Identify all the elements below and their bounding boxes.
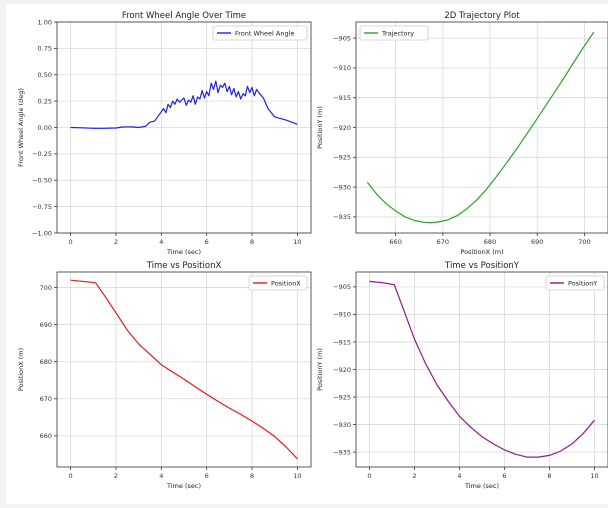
chart4-legend-label: PositionY	[568, 279, 597, 287]
chart2-y-tick-label: −915	[333, 94, 351, 102]
chart1-x-tick-label: 4	[159, 238, 163, 246]
chart3-legend-box	[248, 275, 308, 291]
chart4-time-vs-positiony: 0 2 4 6 8 10 −935 −930 −925 −920 −915 −910 −905 Time …	[316, 261, 608, 490]
chart3-legend-label: PositionX	[271, 279, 301, 287]
chart2-y-tick-label: −935	[333, 213, 351, 221]
chart3-x-tick-label: 4	[159, 472, 163, 480]
chart3-legend: PositionX	[248, 275, 308, 291]
chart2-y-tick-label: −930	[333, 183, 351, 191]
chart1-title: Front Wheel Angle Over Time	[122, 11, 246, 21]
chart1-y-tick-label: −0.50	[32, 177, 52, 185]
chart4-y-tick-label: −935	[333, 448, 351, 456]
chart4-y-tick-label: −915	[333, 338, 351, 346]
chart4-x-tick-label: 2	[412, 472, 416, 480]
chart2-x-tick-label: 660	[389, 238, 401, 246]
chart1-y-tick-label: 0.00	[38, 124, 52, 132]
chart3-axes-frame	[56, 271, 312, 468]
chart3-time-vs-positionx: 0 2 4 6 8 10 660 670 680 690 700 Time vs PositionX T…	[17, 261, 312, 490]
chart4-y-axis-label: PositionY (m)	[316, 348, 324, 391]
chart3-y-tick-label: 660	[40, 432, 52, 440]
chart2-legend-box	[359, 25, 429, 41]
chart2-x-axis-label: PositionX (m)	[460, 248, 503, 256]
chart2-y-tick-label: −905	[333, 34, 351, 42]
chart2-y-tick-label: −925	[333, 154, 351, 162]
chart3-x-tick-label: 10	[293, 472, 301, 480]
chart3-x-tick-label: 2	[114, 472, 118, 480]
chart2-y-axis-label: PositionY (m)	[316, 106, 324, 149]
chart1-x-tick-label: 0	[69, 238, 73, 246]
subplots: 0 2 4 6 8 10 −1.00 −0.75 −0.50 −0.25 0.00 0.25 0.50 0…	[17, 11, 608, 490]
chart4-y-tick-label: −905	[333, 283, 351, 291]
chart1-front-wheel-angle-over-time: 0 2 4 6 8 10 −1.00 −0.75 −0.50 −0.25 0.00 0.25 0.50 0…	[17, 11, 312, 256]
chart1-y-tick-label: 0.50	[38, 71, 52, 79]
chart1-legend: Front Wheel Angle	[212, 25, 308, 41]
chart3-y-tick-label: 670	[40, 395, 52, 403]
chart1-series-front-wheel-angle-line	[70, 80, 298, 129]
chart3-x-axis-label: Time (sec)	[166, 482, 201, 490]
chart3-x-tick-label: 6	[205, 472, 209, 480]
chart3-y-tick-label: 690	[40, 321, 52, 329]
chart1-x-axis-label: Time (sec)	[166, 248, 201, 256]
chart1-x-tick-label: 8	[250, 238, 254, 246]
chart2-title: 2D Trajectory Plot	[444, 11, 520, 21]
chart4-x-tick-label: 8	[547, 472, 551, 480]
chart2-x-tick-label: 680	[484, 238, 496, 246]
chart3-x-tick-label: 8	[250, 472, 254, 480]
chart1-y-tick-label: −1.00	[32, 229, 52, 237]
chart2-x-tick-label: 700	[578, 238, 590, 246]
chart1-x-tick-label: 6	[205, 238, 209, 246]
chart4-x-tick-label: 0	[367, 472, 371, 480]
chart3-series-positionx-line	[70, 279, 298, 460]
chart1-y-tick-label: −0.75	[32, 203, 52, 211]
chart1-y-axis-label: Front Wheel Angle (deg)	[17, 88, 25, 167]
chart1-y-tick-label: 0.75	[38, 45, 52, 53]
chart4-x-axis-label: Time (sec)	[464, 482, 499, 490]
chart1-x-tick-label: 10	[293, 238, 301, 246]
chart4-x-tick-label: 4	[457, 472, 461, 480]
chart4-x-tick-label: 6	[502, 472, 506, 480]
chart2-series-trajectory-line	[366, 31, 595, 224]
chart1-y-tick-label: −0.25	[32, 150, 52, 158]
chart1-legend-label: Front Wheel Angle	[235, 29, 294, 37]
chart2-y-tick-label: −920	[333, 124, 351, 132]
chart4-legend: PositionY	[545, 275, 605, 291]
chart1-y-tick-label: 0.25	[38, 97, 52, 105]
chart4-y-tick-label: −910	[333, 311, 351, 319]
chart4-title: Time vs PositionY	[444, 261, 520, 271]
chart4-series-positiony-line	[369, 280, 595, 458]
chart1-x-tick-label: 2	[114, 238, 118, 246]
chart4-legend-box	[545, 275, 605, 291]
chart3-y-tick-label: 680	[40, 358, 52, 366]
chart3-plot-area	[57, 272, 311, 467]
chart3-x-tick-label: 0	[69, 472, 73, 480]
chart4-y-tick-label: −930	[333, 421, 351, 429]
chart4-x-tick-label: 10	[590, 472, 598, 480]
chart2-legend: Trajectory	[359, 25, 429, 41]
chart1-y-tick-label: 1.00	[38, 18, 52, 26]
chart1-legend-box	[212, 25, 308, 41]
chart2-2d-trajectory-plot: 660 670 680 690 700 −935 −930 −925 −920 −915 −910 −…	[316, 11, 608, 256]
chart2-y-tick-label: −910	[333, 64, 351, 72]
chart2-x-tick-label: 670	[437, 238, 449, 246]
chart2-legend-label: Trajectory	[381, 29, 414, 37]
chart3-title: Time vs PositionX	[146, 261, 222, 271]
chart4-y-tick-label: −920	[333, 366, 351, 374]
chart4-y-tick-label: −925	[333, 393, 351, 401]
chart2-x-tick-label: 690	[531, 238, 543, 246]
chart3-y-axis-label: PositionX (m)	[17, 348, 25, 391]
chart3-y-tick-label: 700	[40, 284, 52, 292]
